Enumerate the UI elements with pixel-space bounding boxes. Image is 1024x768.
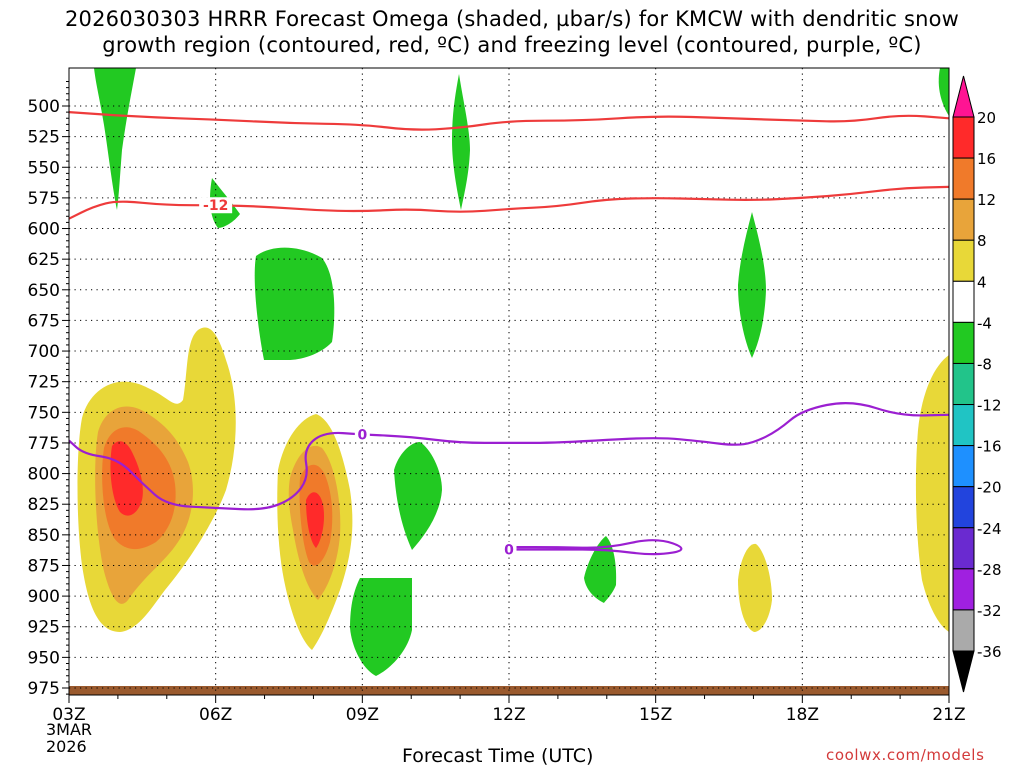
omega-minus4-minus8-region <box>394 442 442 550</box>
omega-minus4-minus8-region <box>738 212 766 358</box>
x-tick-label: 12Z <box>492 705 525 725</box>
colorbar-level-label: -12 <box>977 397 1002 415</box>
colorbar-bin <box>952 445 975 488</box>
colorbar-bin <box>952 280 975 323</box>
x-axis: 03Z 06Z 09Z 12Z 15Z 18Z 21Z <box>52 695 966 725</box>
y-tick-label: 950 <box>28 648 60 668</box>
contour-label: 0 <box>357 427 367 443</box>
colorbar-bin <box>952 609 975 652</box>
y-tick-label: 700 <box>28 342 60 362</box>
contour-label: 0 <box>504 543 514 559</box>
colorbar-level-label: 20 <box>977 109 996 127</box>
omega-minus4-minus8-region <box>938 68 949 116</box>
y-tick-label: 775 <box>28 434 60 454</box>
omega-minus4-minus8-region <box>452 74 470 210</box>
y-tick-label: 500 <box>28 97 60 117</box>
y-axis: 500 525 550 575 600 625 650 675 700 725 750 775 800 8… <box>28 80 69 699</box>
y-tick-label: 550 <box>28 158 60 178</box>
colorbar-bin <box>952 568 975 611</box>
y-tick-label: 800 <box>28 465 60 485</box>
colorbar-bottom-arrow <box>952 650 975 693</box>
y-tick-label: 625 <box>28 250 60 270</box>
colorbar: 20 16 12 8 4 -4 -8 -12 -16 -20 -24 -28 -32 -36 <box>952 75 1002 693</box>
colorbar-bin <box>952 239 975 282</box>
omega-4-8-region <box>915 355 949 632</box>
colorbar-level-label: -32 <box>977 602 1002 620</box>
omega-minus4-minus8-region <box>254 247 335 360</box>
y-tick-label: 975 <box>28 679 60 699</box>
omega-minus4-minus8-region <box>350 578 412 676</box>
credit-link[interactable]: coolwx.com/models <box>826 746 985 764</box>
contour-label: -12 <box>203 198 228 214</box>
x-tick-label: 06Z <box>199 705 232 725</box>
colorbar-bin <box>952 404 975 447</box>
colorbar-level-label: -8 <box>977 355 992 373</box>
colorbar-level-label: 16 <box>977 150 996 168</box>
omega-minus4-minus8-region <box>94 68 136 210</box>
x-date-year: 2026 <box>46 737 87 756</box>
descent-cell-08z <box>277 414 353 650</box>
colorbar-level-label: 8 <box>977 232 987 250</box>
colorbar-bin <box>952 321 975 364</box>
colorbar-bin <box>952 198 975 241</box>
y-tick-label: 650 <box>28 281 60 301</box>
colorbar-level-label: -16 <box>977 438 1002 456</box>
colorbar-level-label: -20 <box>977 479 1002 497</box>
y-tick-label: 900 <box>28 587 60 607</box>
chart-title: 2026030303 HRRR Forecast Omega (shaded, … <box>0 6 1024 58</box>
x-tick-label: 15Z <box>639 705 672 725</box>
contour-label-bg <box>354 426 370 443</box>
y-tick-label: 675 <box>28 311 60 331</box>
x-tick-label: 21Z <box>932 705 965 725</box>
descent-cell-04z <box>77 327 236 632</box>
contour-label-bg <box>501 541 517 558</box>
y-tick-label: 575 <box>28 189 60 209</box>
omega-16-20-region <box>306 492 325 548</box>
y-tick-label: 750 <box>28 403 60 423</box>
colorbar-level-label: 4 <box>977 273 987 291</box>
gridlines <box>69 68 949 695</box>
x-tick-label: 03Z <box>52 705 85 725</box>
contour-label-bg <box>199 197 233 214</box>
x-tick-label: 18Z <box>786 705 819 725</box>
colorbar-level-label: -36 <box>977 643 1002 661</box>
contour-dendritic-lower <box>69 185 949 220</box>
y-tick-label: 725 <box>28 373 60 393</box>
x-tick-label: 09Z <box>346 705 379 725</box>
y-tick-label: 825 <box>28 495 60 515</box>
title-line-2: growth region (contoured, red, ºC) and f… <box>102 33 922 57</box>
x-axis-label: Forecast Time (UTC) <box>402 745 594 767</box>
colorbar-bin <box>952 116 975 159</box>
colorbar-bin <box>952 527 975 570</box>
colorbar-level-label: 12 <box>977 191 996 209</box>
x-date-day: 3MAR <box>46 720 93 739</box>
y-tick-label: 850 <box>28 526 60 546</box>
colorbar-level-label: -24 <box>977 520 1002 538</box>
colorbar-top-arrow <box>952 75 975 118</box>
y-tick-label: 875 <box>28 556 60 576</box>
contour-dendritic-upper <box>69 111 949 131</box>
colorbar-bin <box>952 486 975 529</box>
contour-freezing-level-loop <box>509 539 683 556</box>
colorbar-level-label: -28 <box>977 561 1002 579</box>
colorbar-bin <box>952 157 975 200</box>
omega-16-20-region <box>110 441 143 516</box>
colorbar-level-label: -4 <box>977 314 992 332</box>
omega-minus4-minus8-region <box>584 536 617 603</box>
omega-4-8-region <box>738 543 772 632</box>
y-tick-label: 525 <box>28 128 60 148</box>
title-line-1: 2026030303 HRRR Forecast Omega (shaded, … <box>64 7 960 31</box>
contour-freezing-level-main <box>69 402 949 511</box>
colorbar-bin <box>952 362 975 406</box>
y-tick-label: 925 <box>28 618 60 638</box>
y-tick-label: 600 <box>28 220 60 240</box>
contour-lines: -12 0 0 <box>69 111 949 559</box>
